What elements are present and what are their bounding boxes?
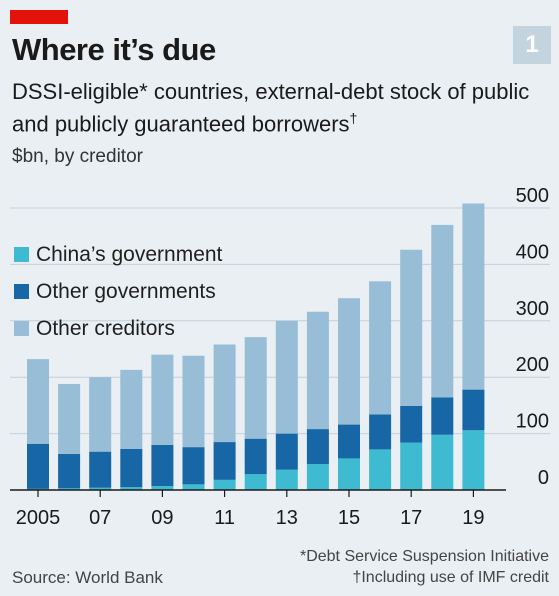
bar-segment <box>431 397 454 435</box>
chart-units: $bn, by creditor <box>12 146 143 167</box>
footnote-dssi: *Debt Service Suspension Initiative <box>299 548 549 565</box>
y-tick-label: 400 <box>516 241 549 263</box>
bar-segment <box>338 458 360 490</box>
legend-swatch-china <box>14 247 29 262</box>
y-tick-label: 500 <box>516 185 549 207</box>
chart-title: Where it’s due <box>12 32 216 67</box>
bar-segment <box>462 389 485 431</box>
bar-segment <box>244 337 267 439</box>
bar-segment <box>213 479 236 490</box>
y-tick-label: 300 <box>516 298 549 320</box>
legend-item-other-creditors: Other creditors <box>14 310 222 347</box>
bar-segment <box>151 354 174 445</box>
x-tick-label: 07 <box>89 507 111 529</box>
y-tick-label: 0 <box>538 467 549 489</box>
bar-segment <box>58 488 81 490</box>
bar-segment <box>244 474 267 490</box>
bar-segment <box>306 311 329 430</box>
x-tick-label: 13 <box>276 507 298 529</box>
bar-segment <box>89 377 112 452</box>
bar-segment <box>182 355 205 448</box>
bar-segment <box>431 434 454 490</box>
bar-segment <box>306 429 329 465</box>
footnotes: *Debt Service Suspension Initiative †Inc… <box>300 546 549 588</box>
source-note: Source: World Bank <box>12 568 163 587</box>
bar-segment <box>338 424 360 459</box>
axes: 0 100 200 300 400 500 2005 07 09 11 13 15 17 19 <box>10 185 549 529</box>
legend-swatch-other-creditors <box>14 321 29 336</box>
bar-segment <box>182 484 205 490</box>
chart-subtitle: DSSI-eligible* countries, external-debt … <box>12 78 532 137</box>
bar-segment <box>462 203 485 390</box>
bar-segment <box>400 442 423 490</box>
y-tick-label: 100 <box>516 411 549 433</box>
bar-segment <box>431 224 454 398</box>
legend-label-other-creditors: Other creditors <box>36 316 175 340</box>
bar-segment <box>306 464 329 490</box>
bar-segment <box>462 430 485 490</box>
brand-accent-bar <box>10 10 68 24</box>
chart-subtitle-footnote-mark: † <box>349 110 358 126</box>
legend-item-other-governments: Other governments <box>14 273 222 310</box>
bar-segment <box>151 444 174 487</box>
x-tick-label: 17 <box>400 507 422 529</box>
legend-item-china: China’s government <box>14 236 222 273</box>
bar-segment <box>120 448 143 488</box>
bar-segment <box>120 487 143 490</box>
x-tick-label: 2005 <box>16 507 61 529</box>
bar-segment <box>89 451 112 488</box>
chart-subtitle-text: DSSI-eligible* countries, external-debt … <box>12 79 530 137</box>
legend-label-other-governments: Other governments <box>36 279 216 303</box>
legend-swatch-other-governments <box>14 284 29 299</box>
bar-segment <box>27 359 49 444</box>
bar-segment <box>400 405 423 443</box>
bar-segment <box>275 469 298 490</box>
bar-segment <box>89 487 112 490</box>
bar-segment <box>27 443 49 489</box>
bar-segment <box>182 447 205 485</box>
bars <box>27 203 485 490</box>
legend-label-china: China’s government <box>36 242 223 266</box>
x-tick-label: 19 <box>462 507 484 529</box>
x-tick-label: 09 <box>151 507 173 529</box>
bar-segment <box>369 414 392 450</box>
bar-segment <box>369 281 392 415</box>
footnote-imf: †Including use of IMF credit <box>352 569 549 586</box>
bar-segment <box>151 486 174 490</box>
bar-segment <box>120 369 143 449</box>
x-tick-label: 15 <box>338 507 360 529</box>
chart-legend: China’s government Other governments Oth… <box>14 236 222 347</box>
x-tick-label: 11 <box>214 507 235 529</box>
chart-number-badge: 1 <box>513 26 551 64</box>
bar-segment <box>213 442 236 480</box>
bar-segment <box>213 344 236 443</box>
bar-segment <box>400 249 423 406</box>
y-tick-label: 200 <box>516 354 549 376</box>
bar-segment <box>58 453 81 489</box>
bar-segment <box>244 438 267 475</box>
bar-segment <box>275 320 298 434</box>
bar-segment <box>275 433 298 470</box>
bar-segment <box>369 449 392 490</box>
bar-segment <box>338 298 360 425</box>
bar-segment <box>58 383 81 454</box>
